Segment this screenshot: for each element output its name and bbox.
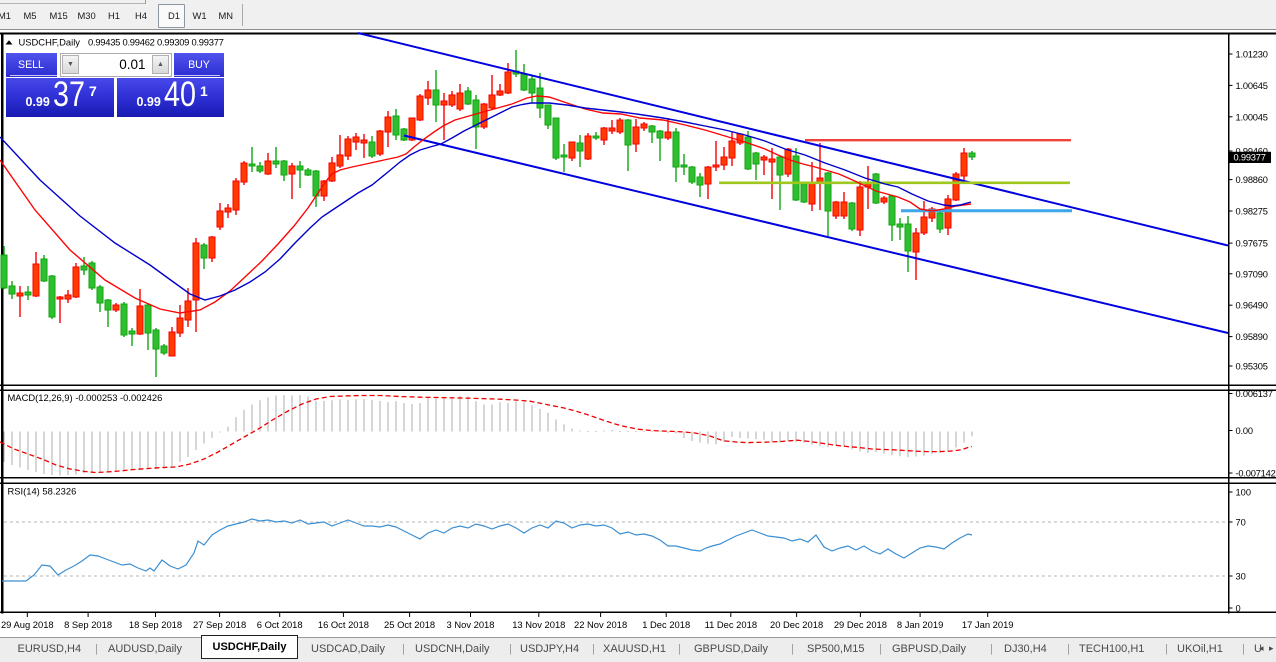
svg-text:0.99377: 0.99377	[1234, 153, 1266, 163]
svg-text:30: 30	[1236, 572, 1246, 582]
svg-text:-0.007142: -0.007142	[1236, 469, 1276, 479]
svg-text:1.01230: 1.01230	[1236, 50, 1268, 60]
svg-text:1.00045: 1.00045	[1236, 112, 1268, 122]
svg-text:20 Dec 2018: 20 Dec 2018	[770, 619, 823, 630]
svg-text:0.96490: 0.96490	[1236, 301, 1268, 311]
svg-text:0.98275: 0.98275	[1236, 207, 1268, 217]
svg-text:0.95890: 0.95890	[1236, 332, 1268, 342]
svg-text:0.99460: 0.99460	[1236, 147, 1268, 157]
svg-text:6 Oct 2018: 6 Oct 2018	[257, 619, 303, 630]
svg-text:0.006137: 0.006137	[1236, 389, 1273, 399]
svg-text:70: 70	[1236, 518, 1246, 528]
svg-text:0.97675: 0.97675	[1236, 239, 1268, 249]
svg-text:0.00: 0.00	[1236, 426, 1253, 436]
svg-text:USDCHF,Daily: USDCHF,Daily	[19, 37, 81, 48]
svg-text:13 Nov 2018: 13 Nov 2018	[512, 619, 565, 630]
svg-text:0.95305: 0.95305	[1236, 362, 1268, 372]
svg-text:18 Sep 2018: 18 Sep 2018	[129, 619, 182, 630]
svg-text:1.00645: 1.00645	[1236, 81, 1268, 91]
svg-text:11 Dec 2018: 11 Dec 2018	[705, 619, 757, 630]
svg-text:3 Nov 2018: 3 Nov 2018	[447, 619, 495, 630]
svg-text:17 Jan 2019: 17 Jan 2019	[962, 619, 1014, 630]
svg-text:MACD(12,26,9) -0.000253 -0.002: MACD(12,26,9) -0.000253 -0.002426	[8, 392, 163, 403]
svg-text:27 Sep 2018: 27 Sep 2018	[193, 619, 246, 630]
svg-text:8 Sep 2018: 8 Sep 2018	[64, 619, 112, 630]
svg-text:0.97090: 0.97090	[1236, 269, 1268, 279]
svg-text:0.98860: 0.98860	[1236, 175, 1268, 185]
svg-text:RSI(14) 58.2326: RSI(14) 58.2326	[8, 486, 77, 497]
svg-text:29 Aug 2018: 29 Aug 2018	[1, 619, 54, 630]
svg-text:8 Jan 2019: 8 Jan 2019	[897, 619, 943, 630]
svg-text:16 Oct 2018: 16 Oct 2018	[318, 619, 369, 630]
svg-text:1 Dec 2018: 1 Dec 2018	[642, 619, 690, 630]
svg-text:0: 0	[1236, 604, 1241, 614]
svg-text:22 Nov 2018: 22 Nov 2018	[574, 619, 627, 630]
svg-text:29 Dec 2018: 29 Dec 2018	[834, 619, 887, 630]
svg-text:25 Oct 2018: 25 Oct 2018	[384, 619, 435, 630]
svg-text:100: 100	[1236, 488, 1252, 498]
svg-text:0.99435 0.99462 0.99309 0.9937: 0.99435 0.99462 0.99309 0.99377	[88, 37, 224, 48]
